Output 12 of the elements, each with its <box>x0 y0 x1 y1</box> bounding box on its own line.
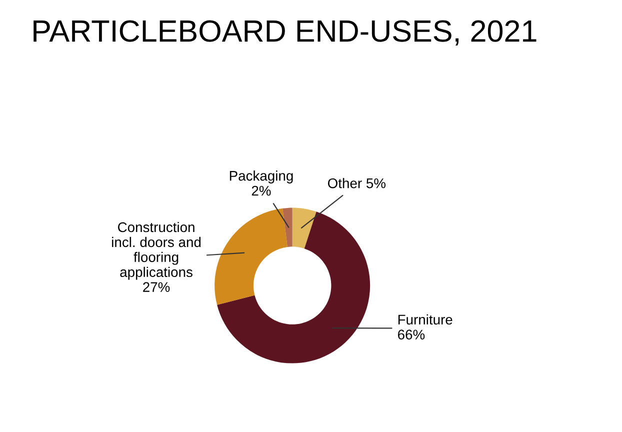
chart-title: PARTICLEBOARD END-USES, 2021 <box>34 20 536 46</box>
data-label: 27% <box>143 282 170 292</box>
donut-slice <box>282 208 292 247</box>
donut-slice <box>292 208 316 249</box>
donut-slice <box>217 212 370 364</box>
donut-slice <box>214 208 288 305</box>
data-label: 2% <box>252 186 271 196</box>
slice-label: Furniture <box>398 314 452 325</box>
slice-label: Packaging <box>230 170 293 184</box>
slice-label: Construction incl. doors and flooring applications <box>112 222 201 280</box>
data-label: 66% <box>398 330 425 340</box>
slice-label: Other 5% <box>328 178 386 188</box>
